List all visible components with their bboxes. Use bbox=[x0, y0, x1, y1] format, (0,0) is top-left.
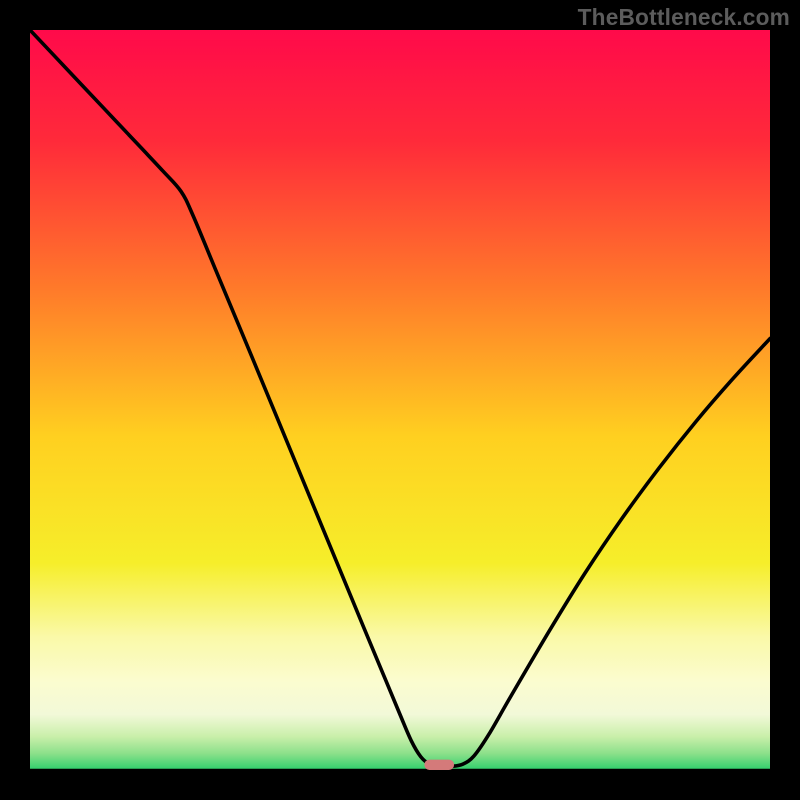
plot-gradient-background bbox=[30, 30, 770, 770]
chart-stage: TheBottleneck.com bbox=[0, 0, 800, 800]
bottleneck-chart-svg bbox=[0, 0, 800, 800]
optimal-marker bbox=[424, 760, 454, 770]
watermark-label: TheBottleneck.com bbox=[578, 4, 790, 31]
